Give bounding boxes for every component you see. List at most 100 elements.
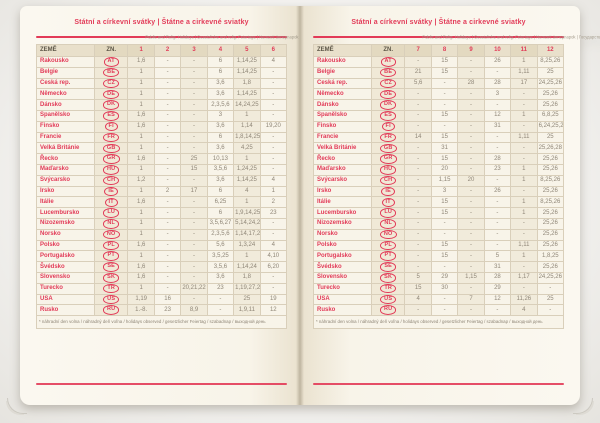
title-rule <box>36 36 287 38</box>
month-column-header: 3 <box>180 44 208 57</box>
holiday-days-cell: 3,5,6 <box>206 261 235 273</box>
country-name: Maďarsko <box>313 163 372 176</box>
country-code-cell: FR <box>93 131 129 144</box>
holiday-days-cell: 2,3,5,6 <box>206 99 235 111</box>
holiday-days-cell: 23 <box>206 282 235 295</box>
holiday-days-cell: - <box>404 304 432 317</box>
holiday-days-cell: 31 <box>430 142 459 155</box>
holiday-days-cell: 1,6 <box>127 56 155 68</box>
country-code-badge: TR <box>380 284 397 294</box>
holiday-days-cell: - <box>180 250 208 263</box>
country-name: Norsko <box>36 228 95 241</box>
holiday-days-cell: - <box>483 217 512 230</box>
holiday-days-cell: 4 <box>404 293 432 306</box>
country-name: Polsko <box>36 239 95 252</box>
holiday-days-cell: - <box>259 163 288 176</box>
holiday-days-cell: - <box>180 56 208 68</box>
holiday-days-cell: - <box>483 304 512 317</box>
country-row: Slovensko SK 1,6- -3,6 1,8- <box>36 271 288 284</box>
country-row: Slovensko SK 5 29 1,15 28 1,17 24,25,26 <box>313 271 565 284</box>
table-footnote-text: * náhradní den volna / náhradný deň voľn… <box>316 319 543 325</box>
holiday-days-cell: - <box>457 282 485 295</box>
holiday-days-cell: 15 <box>430 131 459 144</box>
country-name: Švédsko <box>36 261 95 273</box>
holiday-days-cell: 1,14,24 <box>233 261 261 273</box>
page-subtitle: Public and Relig. Holidays | Gesetzliche… <box>313 27 600 40</box>
country-row: Švédsko SE 1,6- -3,5,6 1,14,24 6,20 <box>36 261 288 273</box>
country-code-cell: SE <box>370 261 406 273</box>
holiday-days-cell: 1 <box>510 163 538 176</box>
holiday-days-cell: - <box>457 109 485 122</box>
holiday-days-cell: - <box>180 196 208 209</box>
country-code-badge: IT <box>104 197 118 207</box>
holiday-days-cell: 4 <box>233 185 261 198</box>
holiday-days-cell: - <box>404 88 432 101</box>
holiday-days-cell: 6 <box>206 56 235 68</box>
country-row: Česká rep. CZ 1- -3,6 1,8- <box>36 77 288 90</box>
country-name: Česká rep. <box>313 77 372 90</box>
table-footnote: * náhradní den volna / náhradný deň voľn… <box>313 315 564 330</box>
country-code-cell: DE <box>370 88 406 101</box>
holiday-days-cell: 1,15 <box>457 271 485 284</box>
country-code-badge: PT <box>103 251 119 261</box>
holiday-days-cell: - <box>259 77 288 90</box>
country-code-badge: US <box>103 295 120 304</box>
holiday-days-cell: 11,26 <box>510 293 538 306</box>
holiday-days-cell: - <box>510 282 538 295</box>
holiday-days-cell: - <box>510 185 538 198</box>
holiday-days-cell: - <box>153 56 182 68</box>
holiday-days-cell: 21 <box>404 66 432 79</box>
country-code-badge: NL <box>380 219 397 229</box>
country-name: Švédsko <box>313 261 372 273</box>
country-row: Itálie IT 1,6- -6,25 1 2 <box>36 196 288 209</box>
country-code-cell: ES <box>370 109 406 122</box>
holiday-days-cell: 7 <box>457 293 485 306</box>
holiday-days-cell: - <box>180 228 208 241</box>
holiday-days-cell: - <box>180 109 208 122</box>
country-row: Maďarsko HU 1-15 3,5,6 1,24,25- <box>36 163 288 176</box>
holiday-days-cell: - <box>206 293 235 306</box>
table-footnote: * náhradní den volna / náhradný deň voľn… <box>36 315 287 330</box>
holiday-days-cell: 1,19,27,28,29,30 <box>233 282 261 295</box>
country-code-badge: DK <box>103 100 120 110</box>
country-code-badge: CZ <box>380 79 397 88</box>
country-code-cell: IE <box>93 185 129 198</box>
country-row: Turecko TR 15 30-29- - <box>313 282 565 295</box>
country-name: Francie <box>313 131 372 144</box>
country-code-cell: PL <box>93 239 129 252</box>
country-code-badge: US <box>380 295 397 304</box>
country-row: Finsko FI 1,6- -3,6 1,14 19,20 <box>36 120 288 133</box>
country-row: Lucembursko LU -15- -1 25,26 <box>313 207 565 219</box>
country-row: Německo DE 1- -3,6 1,14,25- <box>36 88 288 101</box>
holiday-days-cell: 1 <box>510 56 538 68</box>
country-row: Řecko GR 1,6-25 10,13 1- <box>36 153 288 165</box>
holiday-days-cell: 1 <box>127 185 155 198</box>
country-name: Itálie <box>313 196 372 209</box>
holiday-days-cell: 1 <box>127 217 155 230</box>
holiday-days-cell: 26 <box>483 56 512 68</box>
holiday-days-cell: 1,6 <box>127 153 155 165</box>
country-name: Rusko <box>313 304 372 317</box>
holiday-days-cell: 6,8,25 <box>536 109 565 122</box>
holiday-days-cell: 1,17 <box>510 271 538 284</box>
holiday-days-cell: 1.-8. <box>127 304 155 317</box>
country-row: Portugalsko PT 1- -3,5,25 1 4,10 <box>36 250 288 263</box>
holiday-days-cell: - <box>404 196 432 209</box>
holiday-days-cell: 25,26 <box>536 207 565 219</box>
country-row: Španělsko ES 1,6- -3 1- <box>36 109 288 122</box>
holiday-days-cell: 20 <box>430 163 459 176</box>
country-row: Belgie BE 1- -6 1,14,25- <box>36 66 288 79</box>
month-column-header: 1 <box>127 44 155 57</box>
holiday-days-cell: 6 <box>206 185 235 198</box>
country-row: Polsko PL -15- -1,11 25,26 <box>313 239 565 252</box>
holiday-days-cell: - <box>483 99 512 111</box>
country-code-cell: PL <box>370 239 406 252</box>
holiday-days-cell: 4,10 <box>259 250 288 263</box>
month-column-header: 12 <box>536 44 565 57</box>
country-code-badge: SE <box>103 262 120 272</box>
holiday-days-cell: 1 <box>127 77 155 90</box>
country-row: Rusko RU - - - -4- <box>313 304 565 317</box>
country-name: Velká Británie <box>313 142 372 155</box>
country-name: Rakousko <box>313 56 372 68</box>
holiday-days-cell: - <box>483 131 512 144</box>
